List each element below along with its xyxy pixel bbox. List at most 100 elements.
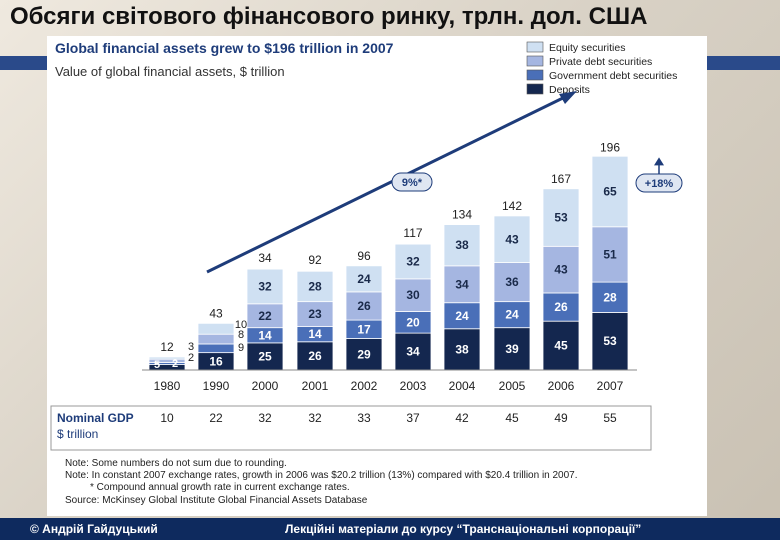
x-tick-label: 2002 — [351, 379, 378, 393]
bar-segment — [246, 268, 284, 305]
total-label: 134 — [452, 208, 472, 222]
x-tick-label: 2004 — [449, 379, 476, 393]
gdp-value: 32 — [308, 411, 322, 425]
bar-segment — [345, 265, 383, 293]
bar-segment — [493, 215, 531, 263]
growth-label: +18% — [645, 178, 674, 190]
total-label: 34 — [258, 251, 272, 265]
gdp-box — [50, 405, 652, 451]
gdp-value: 45 — [505, 411, 519, 425]
cagr-label: 9%* — [402, 177, 423, 189]
bar-segment — [296, 270, 334, 303]
gdp-value: 33 — [357, 411, 371, 425]
segment-label: 51 — [603, 247, 617, 261]
footer-course: Лекційні матеріали до курсу “Транснаціон… — [285, 522, 642, 536]
x-tick-label: 2003 — [400, 379, 427, 393]
note-line: Note: In constant 2007 exchange rates, g… — [65, 470, 578, 482]
gdp-value: 32 — [258, 411, 272, 425]
segment-label: 38 — [455, 238, 469, 252]
segment-label: 53 — [554, 211, 568, 225]
segment-label: 24 — [455, 309, 469, 323]
total-label: 196 — [600, 140, 620, 154]
footer-author: © Андрій Гайдуцький — [30, 522, 158, 536]
bar-segment — [394, 332, 432, 371]
total-label: 142 — [502, 199, 522, 213]
total-label: 117 — [403, 226, 422, 240]
segment-label: 2 — [188, 352, 194, 364]
bar-segment — [197, 343, 235, 354]
total-label: 43 — [209, 306, 223, 320]
bar-segment — [443, 302, 481, 330]
x-axis: 1980 1990 2000 2001 2002 2003 2004 2005 2006 2007 — [142, 369, 637, 393]
slide-title: Обсяги світового фінансового ринку, трлн… — [10, 3, 648, 30]
bar-segment — [493, 301, 531, 329]
bar-segment — [591, 155, 629, 228]
segment-label: 43 — [554, 263, 568, 277]
bar-segment — [542, 320, 580, 371]
total-label: 167 — [551, 172, 571, 186]
segment-label: 9 — [238, 342, 244, 354]
growth-arrowhead — [654, 157, 664, 166]
segment-label: 32 — [258, 279, 272, 293]
gdp-value: 42 — [455, 411, 469, 425]
cagr-badge — [391, 172, 433, 192]
segment-label: 14 — [258, 328, 272, 342]
legend-label: Deposits — [549, 84, 590, 96]
x-tick-label: 2001 — [302, 379, 329, 393]
segment-label: 53 — [603, 334, 617, 348]
bar-segment — [542, 245, 580, 294]
segment-label: 17 — [357, 322, 371, 336]
segment-label: 5 — [154, 359, 160, 371]
segment-label: 45 — [554, 339, 568, 353]
segment-label: 3 — [188, 341, 194, 353]
growth-badge — [635, 173, 683, 193]
trend-arrowhead — [559, 91, 577, 104]
legend-label: Private debt securities — [549, 56, 652, 68]
bar-segment — [197, 333, 235, 345]
note-line: Source: McKinsey Global Institute Global… — [65, 494, 368, 506]
x-tick-label: 1980 — [154, 379, 181, 393]
segment-label: 24 — [505, 308, 519, 322]
gdp-value: 22 — [209, 411, 223, 425]
segment-label: 29 — [357, 347, 371, 361]
segment-label: 2 — [172, 358, 178, 370]
legend-label: Government debt securities — [549, 70, 677, 82]
chart-title: Global financial assets grew to $196 tri… — [55, 40, 394, 56]
bar-segment — [394, 278, 432, 312]
bar-segment — [394, 243, 432, 280]
chart-notes: Note: Some numbers do not sum due to rou… — [65, 458, 578, 507]
segment-label: 28 — [308, 279, 322, 293]
note-line: * Compound annual growth rate in current… — [90, 482, 350, 494]
gdp-row: Nominal GDP $ trillion 10 22 32 32 33 37 42 45 49 5… — [50, 405, 652, 451]
bar-segment — [542, 188, 580, 247]
gdp-value: 49 — [554, 411, 568, 425]
segment-label: 24 — [357, 272, 371, 286]
gdp-unit-label: $ trillion — [57, 427, 98, 441]
bar-segment — [591, 226, 629, 283]
segment-label: 16 — [209, 354, 223, 368]
segment-label: 34 — [406, 345, 420, 359]
segment-label: 26 — [308, 349, 322, 363]
legend-swatch — [526, 41, 544, 53]
cagr-arrow: 9%* +18% — [206, 91, 683, 274]
gdp-value: 37 — [406, 411, 420, 425]
bar-segment — [197, 322, 235, 335]
x-tick-label: 2005 — [499, 379, 526, 393]
segment-label: 43 — [505, 232, 519, 246]
bar-segment — [296, 301, 334, 327]
segment-label: 38 — [455, 342, 469, 356]
slide-footer: © Андрій Гайдуцький Лекційні матеріали д… — [0, 518, 780, 540]
segment-label: 26 — [554, 300, 568, 314]
segment-label: 26 — [357, 299, 371, 313]
segment-label: 65 — [603, 185, 617, 199]
segment-label: 39 — [505, 342, 519, 356]
segment-label: 36 — [505, 275, 519, 289]
segment-label: 28 — [603, 290, 617, 304]
trend-line — [206, 94, 568, 274]
bar-segment — [443, 265, 481, 304]
legend-swatch — [526, 83, 544, 95]
gdp-value: 55 — [603, 411, 617, 425]
segment-label: 14 — [308, 327, 322, 341]
segment-label: 25 — [258, 349, 272, 363]
bar-segment — [443, 224, 481, 267]
